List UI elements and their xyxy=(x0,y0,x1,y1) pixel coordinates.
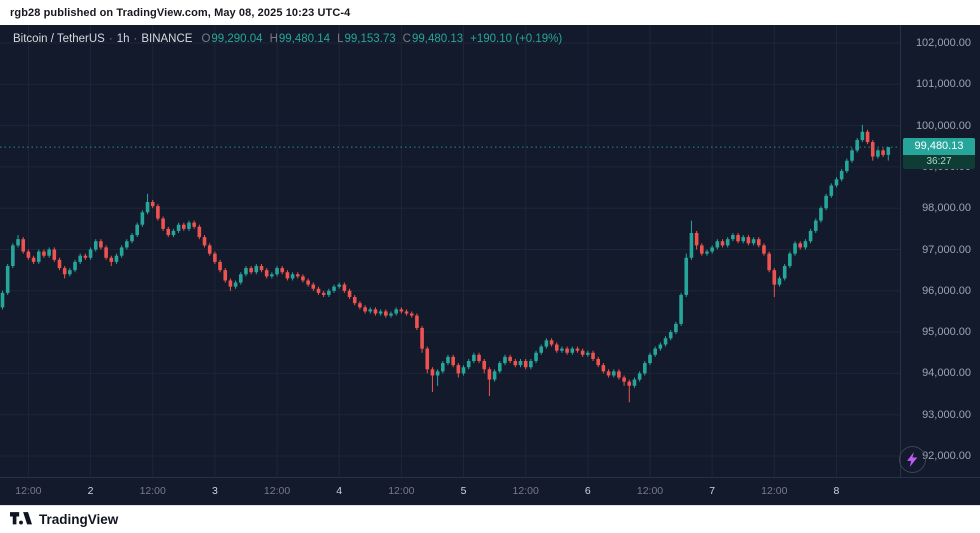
tradingview-logo xyxy=(10,512,32,525)
chart-legend[interactable]: Bitcoin / TetherUS · 1h · BINANCE O99,29… xyxy=(11,33,562,45)
time-axis-label: 12:00 xyxy=(388,485,415,497)
symbol-title[interactable]: Bitcoin / TetherUS xyxy=(13,33,105,45)
time-axis-day-label: 7 xyxy=(709,485,716,497)
boost-button[interactable] xyxy=(899,446,926,473)
time-axis-label: 12:00 xyxy=(761,485,788,497)
close-value: 99,480.13 xyxy=(411,33,464,45)
price-axis-label: 102,000.00 xyxy=(915,37,971,49)
price-axis[interactable]: 99,480.13 36:27 102,000.00 101,000.00 100,… xyxy=(900,25,980,477)
attribution-bar: rgb28 published on TradingView.com, May … xyxy=(0,0,980,25)
candle-countdown: 36:27 xyxy=(903,155,975,170)
time-axis-day-label: 3 xyxy=(211,485,218,497)
time-axis-label: 12:00 xyxy=(15,485,42,497)
low-label: L xyxy=(337,33,344,45)
time-axis-day-label: 8 xyxy=(833,485,840,497)
price-axis-label: 94,000.00 xyxy=(922,367,971,380)
time-axis-day-label: 2 xyxy=(87,485,94,497)
price-axis-label: 93,000.00 xyxy=(922,408,971,421)
open-value: 99,290.04 xyxy=(211,33,263,45)
interval-label[interactable]: 1h xyxy=(116,33,130,45)
price-axis-label: 100,000.00 xyxy=(915,119,971,132)
brand-name[interactable]: TradingView xyxy=(39,512,119,527)
attribution-text: rgb28 published on TradingView.com, May … xyxy=(10,6,351,19)
footer: TradingView xyxy=(0,505,980,533)
chart-area[interactable]: Bitcoin / TetherUS · 1h · BINANCE O99,29… xyxy=(0,25,980,505)
price-axis-label: 101,000.00 xyxy=(915,78,971,91)
ohlc-close: C99,480.13 xyxy=(403,33,463,45)
lightning-icon xyxy=(907,452,918,467)
time-axis[interactable]: 12:00 2 12:00 3 12:00 4 12:00 5 12:00 6 12:00 7 12:0… xyxy=(0,477,980,505)
low-value: 99,153.73 xyxy=(344,33,396,45)
legend-separator-2: · xyxy=(133,33,138,45)
time-axis-day-label: 4 xyxy=(336,485,343,497)
time-axis-label: 12:00 xyxy=(263,485,291,497)
price-axis-label: 95,000.00 xyxy=(922,326,971,339)
ohlc-low: L99,153.73 xyxy=(337,33,396,45)
time-axis-label: 12:00 xyxy=(512,485,539,497)
legend-separator-1: · xyxy=(108,33,113,45)
time-axis-label: 12:00 xyxy=(636,485,664,497)
price-axis-label: 97,000.00 xyxy=(922,243,971,256)
time-axis-label: 12:00 xyxy=(139,485,166,497)
time-axis-day-label: 5 xyxy=(460,485,467,497)
candlestick-svg[interactable] xyxy=(0,25,901,505)
close-label: C xyxy=(402,33,411,45)
price-axis-label: 98,000.00 xyxy=(922,202,971,215)
change-value: +190.10 (+0.19%) xyxy=(470,33,563,45)
open-label: O xyxy=(201,33,211,45)
exchange-label[interactable]: BINANCE xyxy=(141,33,193,45)
high-label: H xyxy=(269,33,278,45)
price-axis-label: 92,000.00 xyxy=(922,450,971,462)
price-axis-label: 96,000.00 xyxy=(922,284,971,297)
time-axis-day-label: 6 xyxy=(584,485,591,497)
high-value: 99,480.14 xyxy=(278,33,331,45)
last-price-badge: 99,480.13 xyxy=(903,138,975,156)
ohlc-open: O99,290.04 xyxy=(201,33,262,45)
last-price-label-group: 99,480.13 36:27 xyxy=(903,138,975,170)
ohlc-high: H99,480.14 xyxy=(270,33,330,45)
